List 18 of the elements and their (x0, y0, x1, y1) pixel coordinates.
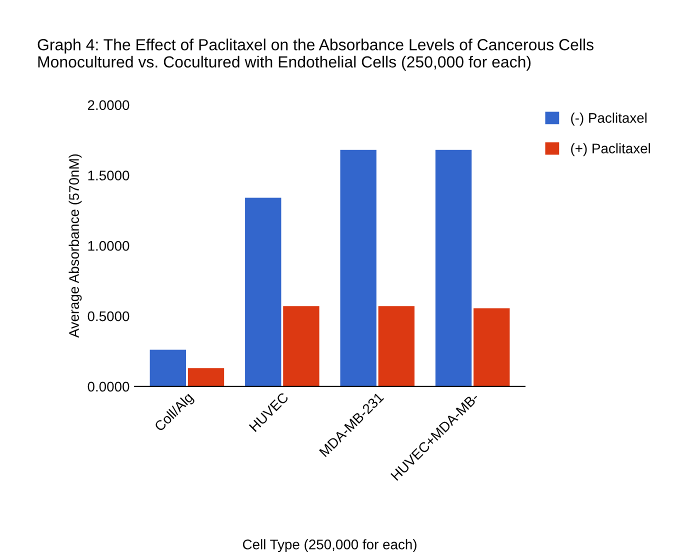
x-axis-title: Cell Type (250,000 for each) (242, 539, 416, 552)
bar (340, 150, 376, 386)
y-tick-label: 0.0000 (88, 382, 130, 392)
bar (435, 150, 472, 386)
bar (150, 350, 186, 386)
y-tick-label: 1.5000 (88, 170, 130, 180)
y-tick-label: 0.5000 (88, 311, 130, 322)
bar (245, 198, 282, 386)
bar (283, 306, 320, 386)
bar (188, 368, 224, 386)
legend-label: (+) Paclitaxel (571, 143, 650, 156)
chart-title: Graph 4: The Effect of Paclitaxel on the Absorbance Levels of Cancerous Cells Monocultured vs. Cocultured with Endothelial Cells (250,000 for each) (38, 38, 594, 71)
bar (378, 306, 414, 386)
legend-label: (-) Paclitaxel (571, 112, 646, 126)
y-tick-label: 2.0000 (88, 100, 130, 110)
y-tick-label: 1.0000 (88, 240, 130, 251)
bar (474, 308, 510, 386)
y-axis-title: Average Absorbance (570nM) (68, 154, 82, 338)
